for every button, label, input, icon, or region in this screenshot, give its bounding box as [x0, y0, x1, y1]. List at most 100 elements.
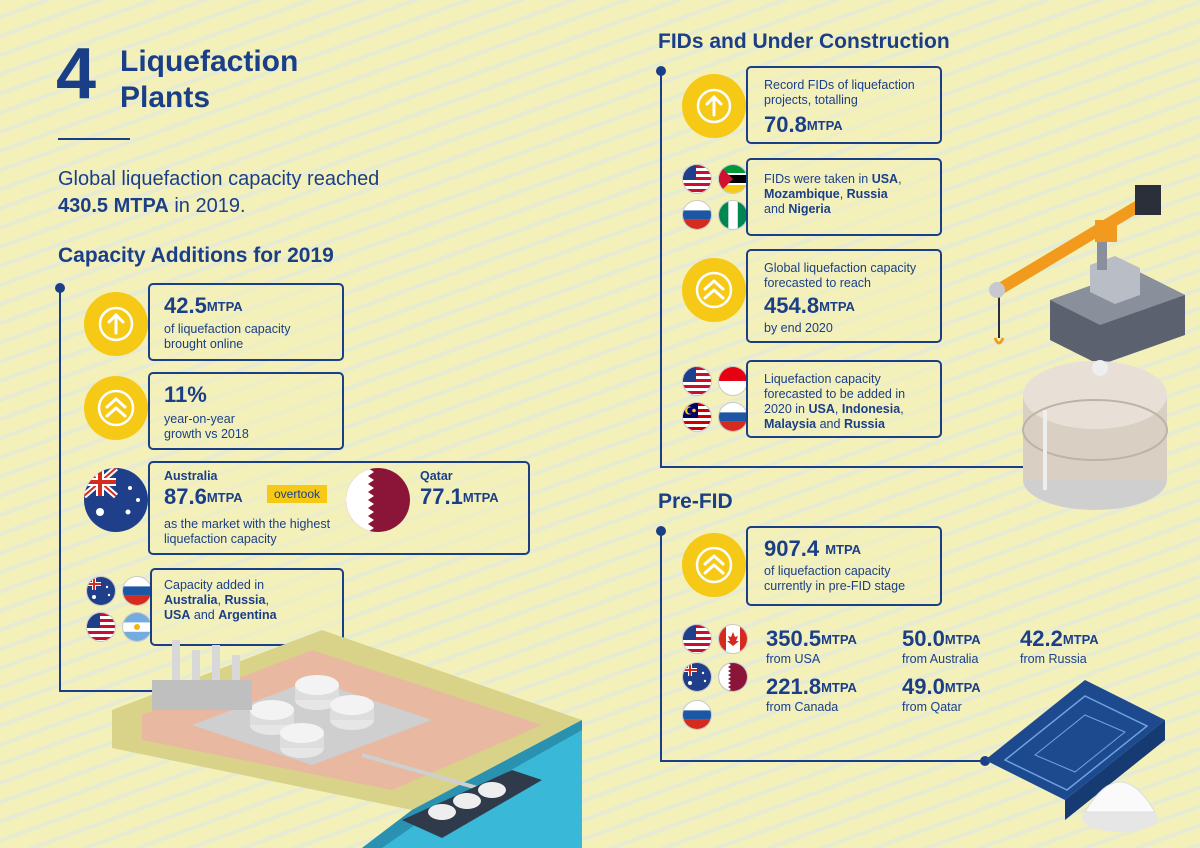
page-title-line2: Plants [120, 81, 211, 114]
forecast-text3: by end 2020 [764, 321, 833, 335]
country-usa: USA [164, 608, 191, 622]
connector-line [660, 760, 986, 762]
prefid-item-label: from Russia [1020, 652, 1087, 666]
prefid-item-value: 350.5 [766, 626, 822, 651]
flag-australia-icon [682, 662, 712, 692]
card-prefid-total: 907.4 MTPA of liquefaction capacity curr… [746, 526, 942, 606]
capacity-online-text2: brought online [164, 337, 244, 351]
flag-argentina-icon [122, 612, 152, 642]
prefid-item: 42.2MTPA from Russia [1020, 628, 1099, 667]
australia-unit: MTPA [206, 490, 243, 505]
australia-label: Australia [164, 469, 218, 483]
qatar-unit: MTPA [462, 490, 499, 505]
separator: , [217, 593, 225, 607]
country-russia: Russia [843, 417, 885, 431]
prefid-total-unit: MTPA [825, 542, 862, 557]
capacity-online-unit: MTPA [206, 299, 243, 314]
record-fids-value: 70.8 [764, 112, 807, 137]
record-fids-text2: projects, totalling [764, 93, 858, 107]
separator: , [839, 187, 847, 201]
flag-usa-icon [86, 612, 116, 642]
prefid-item-label: from Canada [766, 700, 839, 714]
card-capacity-added: Capacity added in Australia, Russia, USA… [150, 568, 344, 646]
flag-canada-icon [718, 624, 748, 654]
prefid-item-value: 221.8 [766, 674, 822, 699]
australia-text1: as the market with the highest [164, 517, 331, 531]
fids-taken-text3: and [764, 202, 789, 216]
prefid-item-unit: MTPA [821, 680, 857, 695]
capacity-additions-title: Capacity Additions for 2019 [58, 244, 334, 267]
growth-text2: growth vs 2018 [164, 427, 249, 441]
card-forecast-2020: Global liquefaction capacity forecasted … [746, 249, 942, 343]
double-chevron-up-icon [84, 376, 148, 440]
blueprint-illustration [985, 680, 1165, 832]
country-russia: Russia [224, 593, 266, 607]
country-malaysia: Malaysia [764, 417, 817, 431]
prefid-item-value: 50.0 [902, 626, 945, 651]
capacity-2020-text3: 2020 in [764, 402, 809, 416]
double-chevron-up-icon [682, 258, 746, 322]
flag-usa-icon [682, 164, 712, 194]
lng-plant-illustration [112, 630, 582, 848]
intro-text: Global liquefaction capacity reached 430… [58, 166, 379, 220]
country-argentina: Argentina [218, 608, 277, 622]
prefid-total-value: 907.4 [764, 536, 820, 561]
prefid-item-unit: MTPA [944, 632, 981, 647]
qatar-value: 77.1 [420, 484, 463, 509]
country-indonesia: Indonesia [841, 402, 901, 416]
separator: , [834, 402, 842, 416]
page-title-line1: Liquefaction [120, 45, 299, 78]
separator: , [265, 593, 269, 607]
flag-russia-icon [682, 200, 712, 230]
separator: and [816, 417, 844, 431]
qatar-label: Qatar [420, 469, 453, 483]
card-fids-taken: FIDs were taken in USA, Mozambique, Russ… [746, 158, 942, 236]
prefid-item-value: 42.2 [1020, 626, 1063, 651]
country-nigeria: Nigeria [788, 202, 831, 216]
forecast-text2: forecasted to reach [764, 276, 872, 290]
flag-russia-icon [682, 700, 712, 730]
flag-mozambique-icon [718, 164, 748, 194]
country-usa: USA [871, 172, 899, 186]
intro-suffix: in 2019. [168, 195, 246, 217]
page-title: Liquefaction Plants [120, 44, 298, 116]
country-russia: Russia [846, 187, 888, 201]
flag-qatar-icon [718, 662, 748, 692]
card-record-fids: Record FIDs of liquefaction projects, to… [746, 66, 942, 144]
card-capacity-online: 42.5MTPA of liquefaction capacity brough… [148, 283, 344, 361]
growth-text1: year-on-year [164, 412, 235, 426]
separator: , [898, 172, 902, 186]
prefid-total-text2: currently in pre-FID stage [764, 579, 906, 593]
prefid-item: 350.5MTPA from USA [766, 628, 857, 667]
prefid-item-unit: MTPA [821, 632, 857, 647]
flag-russia-icon [122, 576, 152, 606]
capacity-online-value: 42.5 [164, 293, 207, 318]
flag-malaysia-icon [682, 402, 712, 432]
connector-line [59, 690, 159, 692]
prefid-item-unit: MTPA [1062, 632, 1099, 647]
flag-nigeria-icon [718, 200, 748, 230]
prefid-item: 221.8MTPA from Canada [766, 676, 857, 715]
growth-value: 11% [164, 382, 207, 407]
prefid-title: Pre-FID [658, 490, 733, 513]
prefid-item-label: from Qatar [902, 700, 962, 714]
prefid-item-label: from USA [766, 652, 821, 666]
fids-title: FIDs and Under Construction [658, 30, 950, 53]
country-usa: USA [808, 402, 835, 416]
forecast-text1: Global liquefaction capacity [764, 261, 917, 275]
australia-text2: liquefaction capacity [164, 532, 277, 546]
connector-line [660, 466, 1030, 468]
country-australia: Australia [164, 593, 218, 607]
card-australia-overtook: Australia 87.6MTPA overtook as the marke… [148, 461, 530, 555]
card-growth: 11% year-on-year growth vs 2018 [148, 372, 344, 450]
flag-qatar-icon [346, 468, 410, 532]
capacity-online-text1: of liquefaction capacity [164, 322, 291, 336]
flag-usa-icon [682, 366, 712, 396]
card-capacity-2020: Liquefaction capacity forecasted to be a… [746, 360, 942, 438]
separator: , [900, 402, 904, 416]
prefid-breakdown: 350.5MTPA from USA 50.0MTPA from Austral… [766, 628, 1166, 728]
flag-australia-icon [84, 468, 148, 532]
prefid-item: 50.0MTPA from Australia [902, 628, 981, 667]
separator: and [190, 608, 219, 622]
flag-australia-icon [86, 576, 116, 606]
